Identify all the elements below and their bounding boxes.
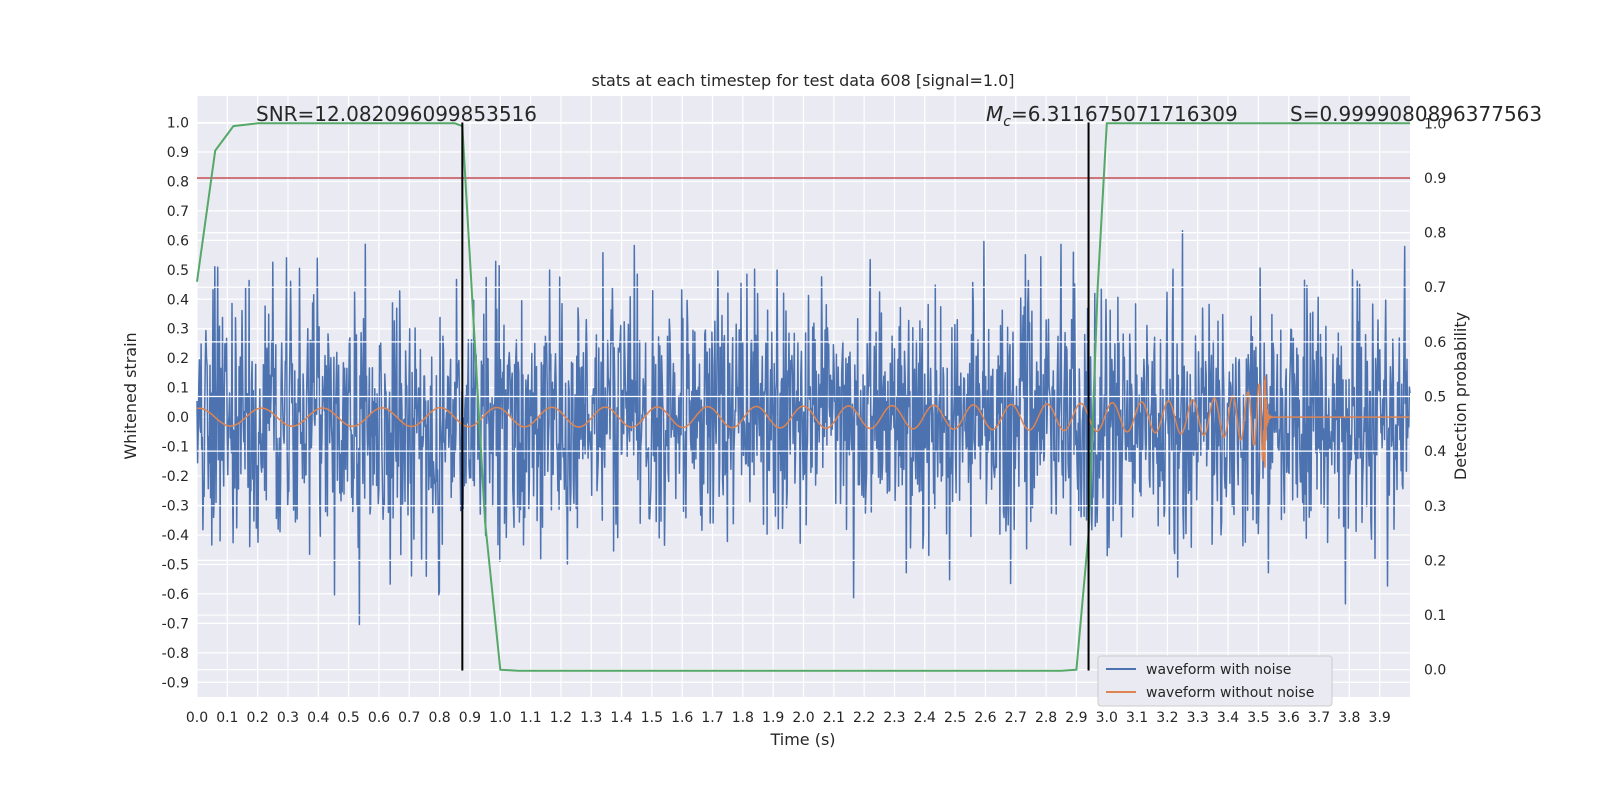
- y-tick-label: -0.8: [162, 646, 189, 662]
- chirp-mass-annotation: Mc=6.311675071716309: [986, 102, 1238, 130]
- significance-annotation: S=0.9999080896377563: [1290, 102, 1542, 126]
- y2-tick-label: 1.0: [1424, 116, 1446, 132]
- y-tick-label: 0.9: [167, 145, 189, 161]
- y-tick-label: 0.1: [167, 381, 189, 397]
- x-tick-label: 3.0: [1096, 710, 1118, 726]
- y-tick-labels: 1.0 0.9 0.8 0.7 0.6 0.5 0.4 0.3 0.2 0.1 0.0 -0.1 -0.…: [162, 116, 189, 692]
- noise-waveform-line: [196, 229, 1411, 626]
- x-tick-label: 1.6: [671, 710, 693, 726]
- secondary-gridlines: [197, 122, 1410, 671]
- chirp-mass-value: =6.311675071716309: [1011, 102, 1238, 126]
- x-tick-label: 2.2: [853, 710, 875, 726]
- y-tick-label: 0.2: [167, 351, 189, 367]
- x-tick-label: 0.5: [337, 710, 359, 726]
- x-tick-label: 3.8: [1338, 710, 1360, 726]
- x-tick-label: 0.4: [307, 710, 329, 726]
- y-tick-label: -0.5: [162, 557, 189, 573]
- y-tick-label: -0.7: [162, 616, 189, 632]
- x-tick-label: 0.9: [459, 710, 481, 726]
- x-tick-label: 0.8: [428, 710, 450, 726]
- y2-tick-label: 0.4: [1424, 444, 1446, 460]
- chart-title: stats at each timestep for test data 608…: [591, 71, 1014, 90]
- y2-tick-label: 0.2: [1424, 553, 1446, 569]
- x-tick-label: 2.4: [914, 710, 936, 726]
- chirp-mass-subscript: c: [1003, 114, 1011, 130]
- x-tick-label: 1.7: [701, 710, 723, 726]
- x-tick-label: 0.0: [186, 710, 208, 726]
- y-axis-label: Whitened strain: [121, 332, 140, 459]
- x-tick-label: 3.2: [1156, 710, 1178, 726]
- detection-probability-line: [196, 122, 1410, 672]
- y-tick-label: 0.7: [167, 204, 189, 220]
- legend-label-noise: waveform with noise: [1146, 662, 1291, 678]
- x-tick-label: 3.5: [1247, 710, 1269, 726]
- overlay-layer: [196, 122, 1410, 672]
- x-axis-label: Time (s): [769, 730, 835, 749]
- noise-waveform-layer: [196, 229, 1411, 626]
- y-tick-label: 0.4: [167, 292, 189, 308]
- x-tick-label: 3.4: [1217, 710, 1239, 726]
- x-tick-label: 1.8: [732, 710, 754, 726]
- x-tick-label: 1.3: [580, 710, 602, 726]
- y-tick-label: -0.3: [162, 499, 189, 515]
- y-tick-label: 1.0: [167, 116, 189, 132]
- y-tick-label: -0.4: [162, 528, 189, 544]
- x-tick-label: 2.1: [823, 710, 845, 726]
- x-tick-labels: 0.0 0.1 0.2 0.3 0.4 0.5 0.6 0.7 0.8 0.9 1.0 1.1 1.2 1…: [186, 710, 1391, 726]
- y-tick-label: 0.8: [167, 174, 189, 190]
- x-tick-label: 0.2: [247, 710, 269, 726]
- x-tick-label: 1.9: [762, 710, 784, 726]
- x-tick-label: 2.5: [944, 710, 966, 726]
- x-tick-label: 0.1: [216, 710, 238, 726]
- y2-tick-label: 0.7: [1424, 280, 1446, 296]
- x-tick-label: 3.9: [1369, 710, 1391, 726]
- y2-tick-label: 0.3: [1424, 499, 1446, 515]
- y2-tick-label: 0.0: [1424, 663, 1446, 679]
- x-tick-label: 3.6: [1278, 710, 1300, 726]
- y-tick-label: 0.6: [167, 233, 189, 249]
- legend: waveform with noise waveform without noi…: [1097, 655, 1333, 707]
- x-tick-label: 2.6: [974, 710, 996, 726]
- chirp-mass-symbol: M: [986, 102, 1003, 126]
- x-tick-label: 2.0: [792, 710, 814, 726]
- y-tick-label: -0.1: [162, 440, 189, 456]
- y-tick-label: -0.9: [162, 675, 189, 691]
- snr-annotation: SNR=12.082096099853516: [256, 102, 537, 126]
- y2-tick-label: 0.1: [1424, 608, 1446, 624]
- y-tick-label: 0.5: [167, 263, 189, 279]
- y2-tick-label: 0.9: [1424, 171, 1446, 187]
- clean-waveform-line: [196, 375, 1410, 468]
- x-tick-label: 2.8: [1035, 710, 1057, 726]
- x-tick-label: 2.7: [1005, 710, 1027, 726]
- y2-tick-label: 0.6: [1424, 335, 1446, 351]
- y2-tick-labels: 1.0 0.9 0.8 0.7 0.6 0.5 0.4 0.3 0.2 0.1 0.0: [1424, 116, 1446, 678]
- legend-box: [1097, 655, 1333, 707]
- x-tick-label: 0.7: [398, 710, 420, 726]
- y2-tick-label: 0.8: [1424, 226, 1446, 242]
- y-tick-label: 0.0: [167, 410, 189, 426]
- clean-waveform-layer: [196, 375, 1410, 468]
- x-tick-label: 0.6: [368, 710, 390, 726]
- x-tick-label: 1.1: [519, 710, 541, 726]
- x-tick-label: 3.3: [1187, 710, 1209, 726]
- x-tick-label: 2.3: [883, 710, 905, 726]
- y2-axis-label: Detection probability: [1451, 312, 1470, 480]
- x-tick-label: 1.4: [610, 710, 632, 726]
- x-tick-label: 1.5: [641, 710, 663, 726]
- x-tick-label: 0.3: [277, 710, 299, 726]
- legend-label-clean: waveform without noise: [1146, 685, 1314, 701]
- x-tick-label: 2.9: [1065, 710, 1087, 726]
- y2-tick-label: 0.5: [1424, 390, 1446, 406]
- x-tick-label: 1.0: [489, 710, 511, 726]
- y-tick-label: -0.6: [162, 587, 189, 603]
- x-tick-label: 3.1: [1126, 710, 1148, 726]
- y-tick-label: -0.2: [162, 469, 189, 485]
- y-tick-label: 0.3: [167, 322, 189, 338]
- x-tick-label: 3.7: [1308, 710, 1330, 726]
- x-tick-label: 1.2: [550, 710, 572, 726]
